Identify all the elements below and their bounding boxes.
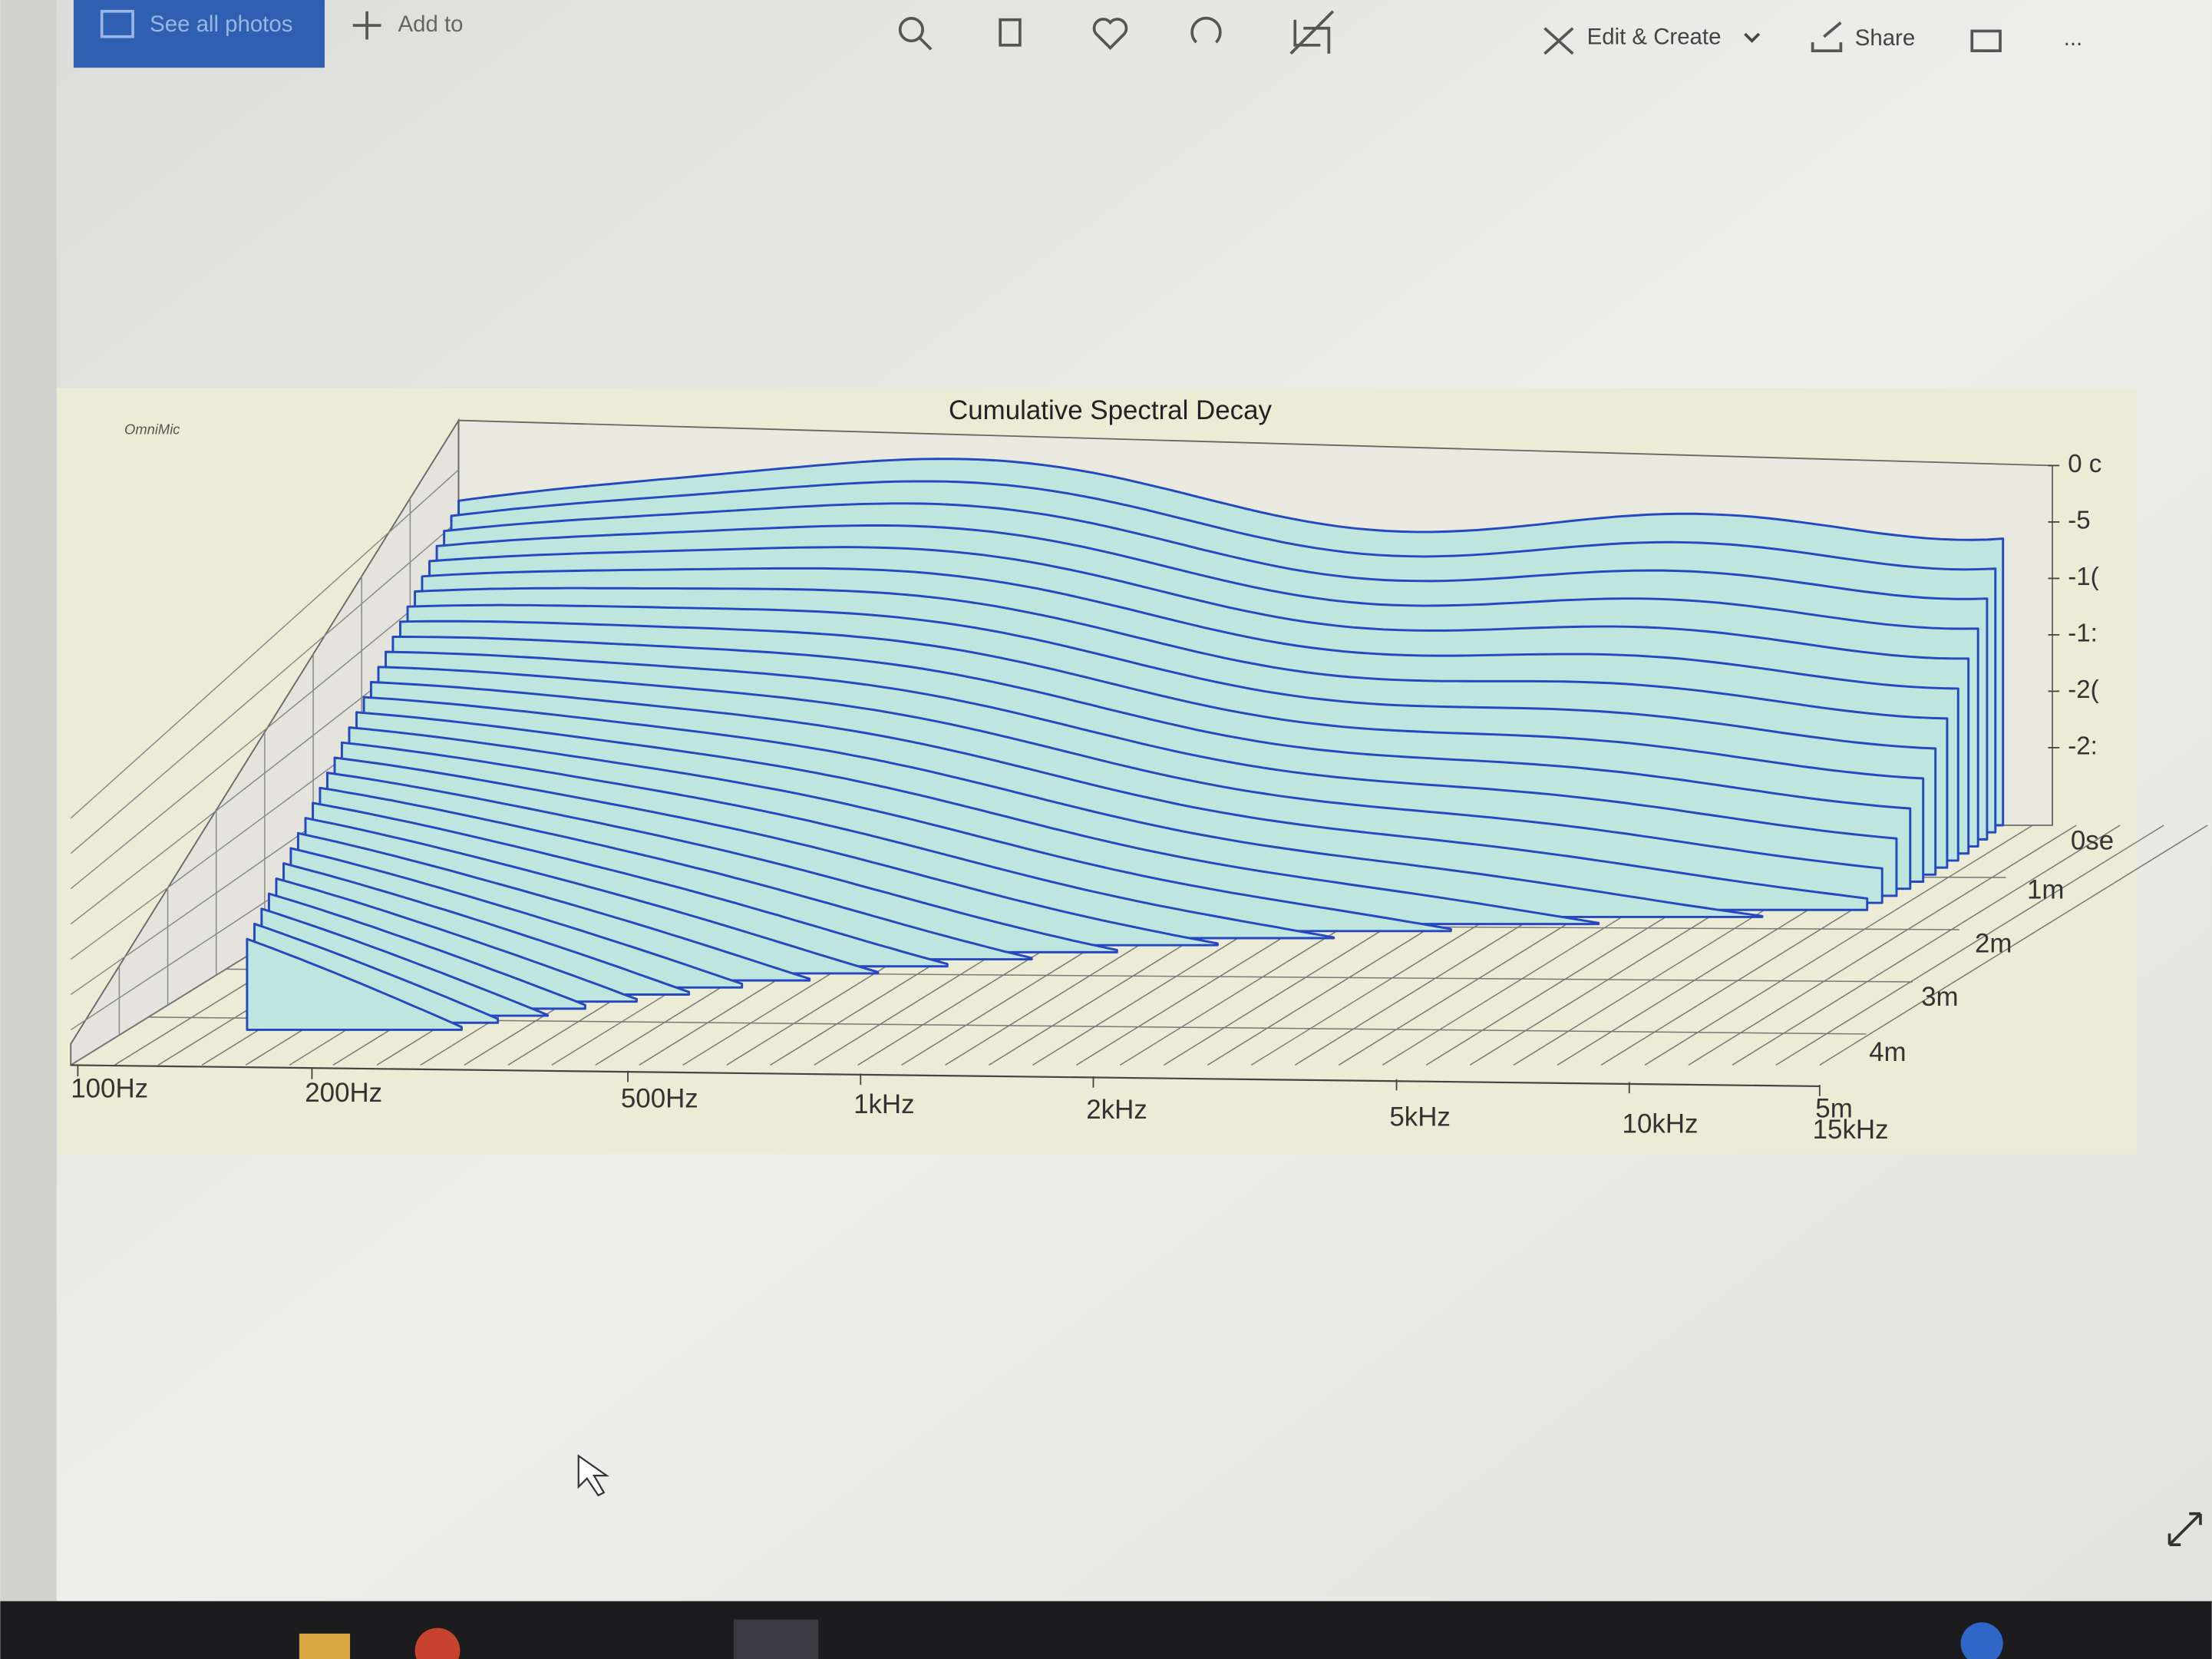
edit-icon <box>1543 27 1574 55</box>
dropdown-icon <box>1744 32 1761 43</box>
floor-grid-line <box>1819 825 2208 1066</box>
x-axis-line <box>71 1064 1820 1088</box>
photos-taskbar-icon[interactable] <box>733 1619 819 1659</box>
floor-grid-line <box>1775 825 2164 1066</box>
favorite-icon[interactable] <box>1092 18 1128 51</box>
wall-grid-line <box>70 570 460 890</box>
photos-icon <box>100 9 134 38</box>
floor-grid-line <box>1688 825 2077 1066</box>
watermark: OmniMic <box>124 421 180 437</box>
explorer-icon[interactable] <box>299 1633 351 1659</box>
time-tick-label: 4m <box>1869 1037 1907 1067</box>
see-all-photos-label[interactable]: See all photos <box>150 12 292 37</box>
rotate-icon[interactable] <box>1190 16 1222 44</box>
y-tick-label: -2( <box>2068 676 2098 704</box>
waterfall-plot: 100Hz 200Hz 500Hz 1kHz 2kHz 5kHz 10kHz 15kHz 0 c… <box>70 418 2208 1145</box>
x-tick-label: 15kHz <box>1813 1115 1889 1145</box>
wall-grid-line <box>70 469 460 819</box>
y-tick-label: -1( <box>2068 563 2098 591</box>
x-tick-label: 5kHz <box>1389 1102 1451 1132</box>
more-button[interactable]: ... <box>2064 25 2083 51</box>
time-tick-label: 1m <box>2027 875 2064 905</box>
floor-grid-line <box>1644 825 2033 1066</box>
x-tick-label: 500Hz <box>621 1084 698 1114</box>
y-tick-label: -2: <box>2068 732 2098 761</box>
add-to-label[interactable]: Add to <box>398 12 464 37</box>
delete-icon[interactable] <box>999 18 1022 47</box>
x-tick-label: 200Hz <box>305 1078 382 1108</box>
add-icon <box>352 11 381 40</box>
help-icon[interactable] <box>1960 1622 2003 1659</box>
x-tick-label: 1kHz <box>853 1089 915 1119</box>
chart-title: Cumulative Spectral Decay <box>949 395 1273 425</box>
x-tick-label: 2kHz <box>1086 1095 1147 1125</box>
toolbar: See all photos Add to Edit & Create Shar… <box>73 0 2083 68</box>
time-tick-label: 3m <box>1921 982 1959 1012</box>
zoom-icon[interactable] <box>898 17 924 43</box>
time-tick-label: 2m <box>1975 928 2012 958</box>
mouse-cursor <box>577 1454 609 1497</box>
y-tick-label: 0 c <box>2068 450 2101 478</box>
taskbar <box>0 1601 2212 1659</box>
share-icon <box>1811 21 1843 52</box>
chrome-icon[interactable] <box>414 1628 461 1659</box>
edit-create-label[interactable]: Edit & Create <box>1587 24 1722 49</box>
print-icon[interactable] <box>1970 29 2002 52</box>
wall-grid-line <box>70 520 460 854</box>
y-tick-label: -1: <box>2068 620 2098 648</box>
time-tick-label: 5m <box>1815 1093 1853 1123</box>
left-edge <box>0 0 57 1601</box>
x-tick-label: 10kHz <box>1623 1109 1699 1139</box>
y-tick-label: -5 <box>2068 507 2090 535</box>
x-tick-label: 100Hz <box>71 1074 148 1104</box>
fullscreen-icon[interactable] <box>2167 1512 2202 1546</box>
decay-slice <box>246 937 463 1031</box>
crop-icon[interactable] <box>1289 10 1335 55</box>
floor-grid-line <box>1732 825 2121 1066</box>
share-label[interactable]: Share <box>1855 25 1915 51</box>
time-tick-label: 0se <box>2071 825 2114 855</box>
